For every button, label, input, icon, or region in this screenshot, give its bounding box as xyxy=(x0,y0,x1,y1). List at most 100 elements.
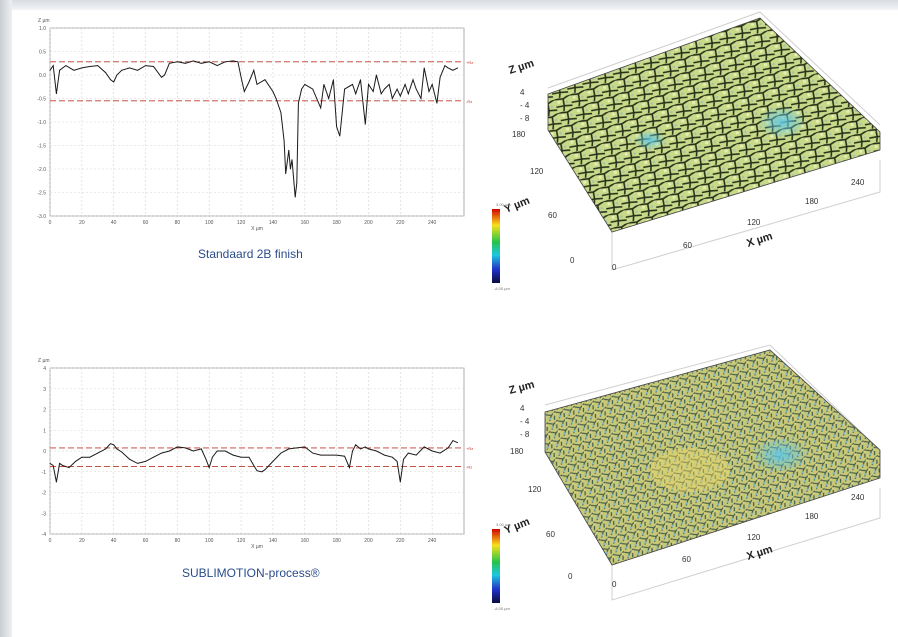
profile-point xyxy=(212,456,213,458)
x-tick-label: 40 xyxy=(111,220,117,226)
limit-line-label: -Rz xyxy=(466,465,472,470)
surface-blue-patch xyxy=(758,106,806,138)
profile-point xyxy=(396,460,398,462)
profile-point xyxy=(161,452,162,454)
profile-point xyxy=(328,454,330,456)
profile-point xyxy=(452,69,454,71)
profile-point xyxy=(105,448,107,450)
profile-point xyxy=(320,454,322,456)
profile-point xyxy=(129,67,131,69)
profile-point xyxy=(368,84,369,85)
profile-point xyxy=(169,62,170,64)
profile-point xyxy=(283,140,285,142)
profile-point xyxy=(89,66,91,67)
y-tick-label: 1.0 xyxy=(39,26,46,32)
profile-point xyxy=(328,98,330,99)
x-axis-label: X µm xyxy=(745,543,774,563)
profile-point xyxy=(264,79,266,81)
profile-point xyxy=(192,450,194,452)
profile-point xyxy=(428,91,430,92)
x-tick-label: 140 xyxy=(269,220,278,226)
profile-point xyxy=(49,463,51,464)
x-tick-label: 40 xyxy=(111,538,117,544)
profile-point xyxy=(256,84,258,85)
x-tick-label: 120 xyxy=(237,538,246,544)
z-tick: - 4 xyxy=(520,417,530,426)
window-frame-left xyxy=(0,0,12,637)
profile-point xyxy=(153,66,154,67)
x-tick-label: 160 xyxy=(301,220,310,226)
x-tick-label: 100 xyxy=(205,538,214,544)
z-tick: 4 xyxy=(520,404,525,413)
profile-point xyxy=(431,84,433,85)
color-scale-min: -8.00 µm xyxy=(494,286,511,291)
profile-point xyxy=(380,93,382,95)
profile-point xyxy=(301,88,302,90)
profile-point xyxy=(224,450,226,452)
profile-point xyxy=(248,81,250,83)
profile-point xyxy=(232,60,234,62)
profile-point xyxy=(383,454,385,456)
x-tick: 60 xyxy=(683,241,692,250)
profile-point xyxy=(352,450,353,452)
profile-point xyxy=(304,84,306,85)
profile-point xyxy=(291,159,293,161)
profile-point xyxy=(110,79,111,81)
profile-point xyxy=(137,69,138,71)
profile-point xyxy=(436,102,438,104)
profile-point xyxy=(153,456,154,458)
profile-point xyxy=(355,444,357,446)
profile-point xyxy=(388,84,390,85)
profile-point xyxy=(290,168,291,170)
x-tick: 0 xyxy=(612,580,617,589)
profile-point xyxy=(49,69,51,71)
x-tick-label: 200 xyxy=(364,220,373,226)
y-tick: 120 xyxy=(528,485,542,494)
y-tick: 60 xyxy=(546,530,555,539)
x-tick-label: 140 xyxy=(269,538,278,544)
y-tick: 0 xyxy=(570,256,575,265)
profile-point xyxy=(237,61,239,63)
x-tick-label: 220 xyxy=(396,538,405,544)
y-tick-label: -1.0 xyxy=(37,120,46,126)
x-tick: 120 xyxy=(747,533,761,542)
profile-point xyxy=(110,443,111,445)
profile-point xyxy=(355,93,357,95)
y-tick-label: 0 xyxy=(43,449,46,455)
y-tick: 180 xyxy=(512,130,526,139)
profile-point xyxy=(320,107,322,109)
profile-line xyxy=(49,60,458,198)
profile-point xyxy=(55,481,57,483)
profile-point xyxy=(176,446,178,448)
profile-point xyxy=(116,448,118,450)
profile-point xyxy=(264,469,266,471)
profile-point xyxy=(62,67,64,69)
profile-point xyxy=(415,454,417,456)
profile-point xyxy=(272,460,274,462)
x-tick-label: 180 xyxy=(332,220,341,226)
y-axis-label: Y µm xyxy=(503,195,532,216)
y-tick-label: -2.5 xyxy=(37,191,46,197)
profile-point xyxy=(296,447,298,449)
profile-point xyxy=(412,79,414,81)
z-tick: 4 xyxy=(520,88,525,97)
profile-point xyxy=(62,465,64,466)
profile-point xyxy=(333,79,334,81)
profile-point xyxy=(399,481,401,483)
color-scale-bar xyxy=(492,209,500,283)
x-tick-label: 240 xyxy=(428,220,437,226)
profile-point xyxy=(176,61,178,63)
surface-blue-patch xyxy=(752,437,808,473)
profile-point xyxy=(243,91,245,92)
profile-point xyxy=(253,465,255,466)
y-tick-label: -3 xyxy=(42,511,47,517)
profile-point xyxy=(352,84,353,85)
x-tick: 0 xyxy=(612,263,617,272)
profile-point xyxy=(275,98,277,99)
profile-point xyxy=(336,454,338,456)
profile-point xyxy=(184,62,186,64)
profile-point xyxy=(452,440,454,442)
profile-point xyxy=(232,454,234,456)
